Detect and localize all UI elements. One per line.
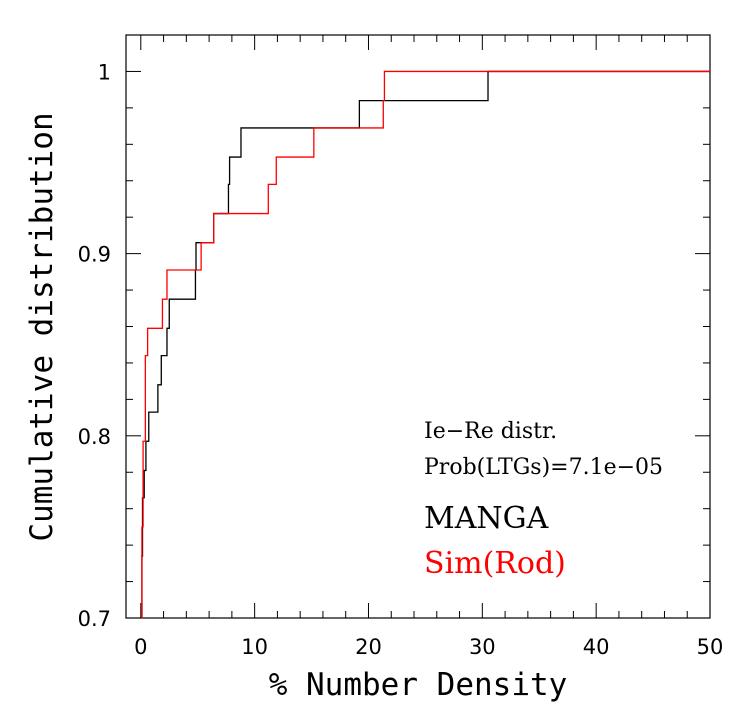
x-tick-label: 30 (469, 635, 496, 659)
y-tick-label: 0.9 (78, 243, 111, 267)
y-tick-label: 1 (98, 60, 111, 84)
legend-label-sim-rod: Sim(Rod) (424, 546, 566, 581)
x-tick-label: 50 (697, 635, 724, 659)
y-axis-label: Cumulative distribution (24, 112, 60, 541)
tick-labels: 0 10 20 30 40 50 0.7 0.8 0.9 1 (78, 60, 724, 659)
annotation-probability: Prob(LTGs)=7.1e−05 (424, 455, 663, 480)
x-axis-label: % Number Density (269, 667, 568, 703)
series-line-sim-rod (141, 70, 710, 619)
y-tick-label: 0.7 (78, 607, 111, 631)
x-tick-label: 20 (355, 635, 382, 659)
axis-ticks (126, 34, 711, 619)
x-tick-label: 40 (583, 635, 610, 659)
y-tick-label: 0.8 (78, 425, 111, 449)
annotation-distribution: Ie−Re distr. (424, 419, 557, 444)
legend-label-manga: MANGA (424, 501, 549, 536)
series-line-manga (141, 70, 710, 618)
x-tick-label: 0 (134, 635, 147, 659)
series-lines (141, 70, 710, 619)
x-tick-label: 10 (241, 635, 268, 659)
